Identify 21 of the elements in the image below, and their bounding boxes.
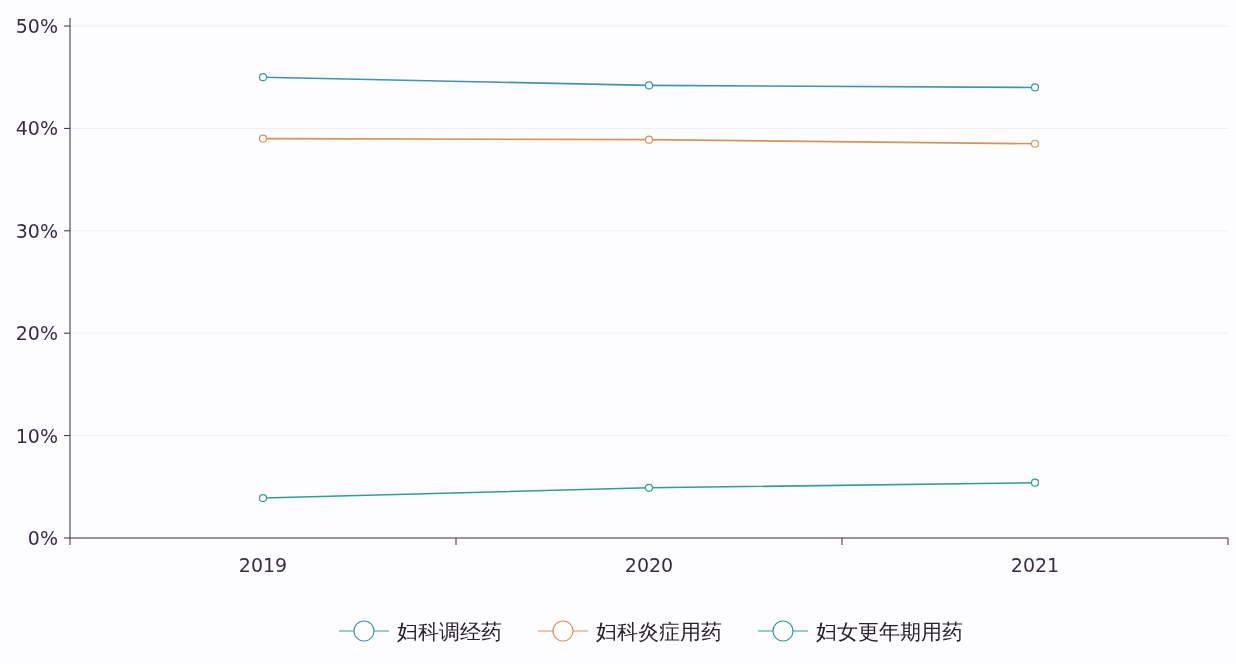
y-tick-label: 20% [15, 322, 58, 345]
point [1030, 139, 1040, 148]
y-tick-label: 10% [15, 424, 58, 447]
x-tick-label: 2021 [1010, 554, 1060, 576]
x-tick-label: 2019 [238, 554, 288, 576]
legend-label: 妇科调经药 [397, 620, 502, 644]
point [1030, 478, 1040, 487]
y-tick-label: 40% [15, 117, 58, 140]
legend-label: 妇科炎症用药 [596, 620, 722, 644]
y-tick-label: 30% [15, 219, 58, 242]
y-tick-label: 0% [27, 527, 58, 549]
point [258, 134, 268, 143]
point [1030, 83, 1040, 92]
y-tick-label: 50% [15, 15, 58, 37]
point [644, 135, 654, 144]
point [644, 81, 654, 90]
point [258, 73, 268, 82]
legend-label: 妇女更年期用药 [816, 620, 963, 644]
x-tick-label: 2020 [624, 554, 674, 576]
point [644, 483, 654, 492]
point [258, 493, 268, 503]
